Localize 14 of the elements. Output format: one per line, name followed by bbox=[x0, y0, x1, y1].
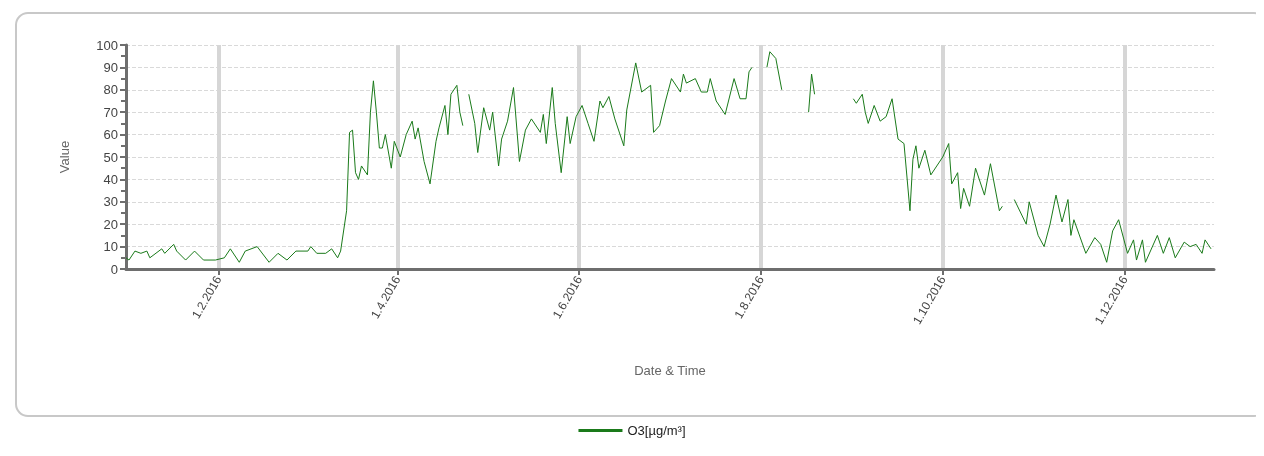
y-tick-label: 60 bbox=[103, 127, 118, 143]
y-axis-title: Value bbox=[57, 140, 72, 174]
legend-label: O3[µg/m³] bbox=[627, 423, 686, 438]
y-tick-label: 10 bbox=[103, 239, 118, 255]
y-tick-label: 30 bbox=[103, 194, 118, 210]
y-tick-label: 90 bbox=[103, 59, 118, 75]
y-tick-label: 80 bbox=[103, 82, 118, 98]
y-tick-label: 70 bbox=[103, 104, 118, 120]
y-tick-label: 20 bbox=[103, 216, 118, 232]
x-axis-title: Date & Time bbox=[634, 363, 706, 378]
y-tick-label: 100 bbox=[96, 37, 118, 53]
y-tick-label: 40 bbox=[103, 171, 118, 187]
y-tick-label: 0 bbox=[110, 261, 118, 277]
y-tick-label: 50 bbox=[103, 149, 118, 165]
